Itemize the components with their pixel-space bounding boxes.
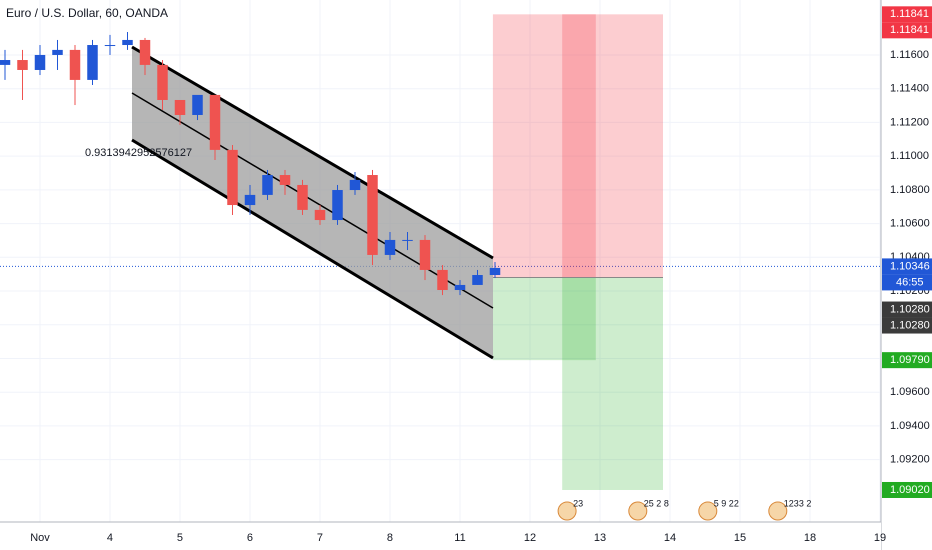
stop-zone xyxy=(492,14,596,278)
event-icon xyxy=(768,501,788,521)
x-tick-label: 18 xyxy=(804,532,816,544)
candle-body xyxy=(472,275,483,285)
channel-mid xyxy=(131,92,494,309)
x-tick-label: 13 xyxy=(594,532,606,544)
candle-body xyxy=(104,45,116,47)
y-tick-label: 1.11400 xyxy=(890,83,929,95)
x-tick-label: 19 xyxy=(874,532,886,544)
candle-body xyxy=(349,179,361,191)
x-tick-label: 12 xyxy=(524,532,536,544)
price-label: 1.10280 xyxy=(890,319,930,331)
candle-body xyxy=(209,94,221,150)
candle-body xyxy=(192,94,203,115)
chart-title: Euro / U.S. Dollar, 60, OANDA xyxy=(6,6,168,20)
price-label: 1.10280 xyxy=(890,303,930,315)
event-icon xyxy=(557,501,577,521)
y-tick-label: 1.11200 xyxy=(890,116,929,128)
channel-bottom xyxy=(131,138,494,360)
candle-body xyxy=(367,175,378,255)
candles xyxy=(0,32,501,296)
grid xyxy=(0,0,881,522)
candle-body xyxy=(69,49,81,80)
price-label: 1.11841 xyxy=(890,8,929,20)
candle-body xyxy=(297,184,308,210)
x-tick-label: 15 xyxy=(734,532,746,544)
candle-body xyxy=(454,284,466,291)
events: 23 25 2 8 5 9 22 1233 2 xyxy=(557,498,812,521)
candle-body xyxy=(332,190,343,221)
candle-body xyxy=(174,99,186,115)
candle-body xyxy=(17,60,28,70)
x-tick-label: Nov xyxy=(30,532,50,544)
candle-body xyxy=(139,39,151,65)
x-tick-label: 6 xyxy=(247,532,253,544)
y-tick-label: 1.09200 xyxy=(890,454,930,466)
event-label: 1233 2 xyxy=(784,498,812,508)
price-label-bg xyxy=(882,6,932,23)
x-tick-label: 14 xyxy=(664,532,676,544)
candle-body xyxy=(34,54,46,70)
price-label-bg xyxy=(882,317,932,334)
y-tick-label: 1.11000 xyxy=(890,150,929,162)
x-tick-label: 11 xyxy=(454,532,465,544)
candle-body xyxy=(314,209,326,221)
price-label: 1.10346 xyxy=(890,260,930,272)
candle-body xyxy=(52,49,63,55)
price-label-bg xyxy=(882,301,932,318)
price-label: 1.09020 xyxy=(890,484,930,496)
x-tick-label: 7 xyxy=(317,532,323,544)
event-icon xyxy=(628,501,648,521)
candle-body xyxy=(0,60,11,65)
candle-body xyxy=(489,267,501,276)
price-label-bg xyxy=(882,481,932,498)
x-tick-label: 4 xyxy=(107,532,113,544)
candle-body xyxy=(419,239,431,270)
event-label: 23 xyxy=(573,498,583,508)
event-label: 5 9 22 xyxy=(714,498,739,508)
price-label-bg xyxy=(882,352,932,369)
axes: 1.092001.094001.096001.098001.100001.102… xyxy=(30,6,932,544)
channel-label: 0.9313942952576127 xyxy=(85,147,192,159)
x-tick-label: 8 xyxy=(387,532,393,544)
y-tick-label: 1.09400 xyxy=(890,420,930,432)
candle-body xyxy=(402,239,413,241)
target-zone xyxy=(562,277,663,490)
countdown-bg xyxy=(882,274,932,291)
price-label: 1.11841 xyxy=(890,24,929,36)
candle-body xyxy=(262,175,273,195)
channel-fill xyxy=(132,47,493,358)
channel-top xyxy=(131,45,494,260)
target-zone xyxy=(492,277,596,361)
candle-body xyxy=(437,269,448,291)
event-icon xyxy=(698,501,718,521)
price-label: 1.09790 xyxy=(890,354,930,366)
y-tick-label: 1.10800 xyxy=(890,184,930,196)
y-tick-label: 1.11600 xyxy=(890,49,929,61)
event-label: 25 2 8 xyxy=(644,498,669,508)
candle-body xyxy=(122,39,133,46)
price-label-bg xyxy=(882,22,932,39)
x-tick-label: 5 xyxy=(177,532,183,544)
candle-body xyxy=(384,239,396,255)
time-axis xyxy=(0,522,881,550)
price-label-bg xyxy=(882,258,932,275)
candle-body xyxy=(279,175,291,185)
candle-body xyxy=(227,149,238,206)
parallel-channel[interactable] xyxy=(131,45,494,360)
candle-body xyxy=(87,45,98,80)
candle-body xyxy=(157,64,168,100)
candle-body xyxy=(244,194,256,206)
countdown: 46:55 xyxy=(896,276,924,288)
y-tick-label: 1.09600 xyxy=(890,386,930,398)
positions xyxy=(492,14,663,490)
y-tick-label: 1.10600 xyxy=(890,217,930,229)
stop-zone xyxy=(562,14,663,278)
